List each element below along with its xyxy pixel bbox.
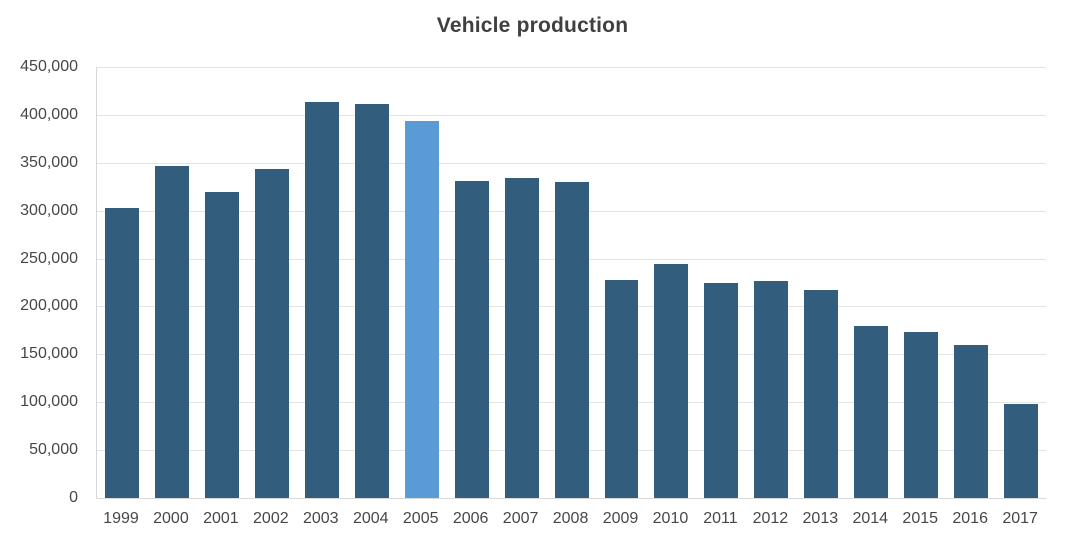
bar-slot-2001 [197, 67, 247, 498]
x-tick-label-2003: 2003 [302, 510, 339, 527]
x-tick-label-2010: 2010 [652, 510, 689, 527]
bar-slot-2008 [547, 67, 597, 498]
y-tick-label-250000: 250,000 [20, 249, 78, 267]
bar-2016[interactable] [954, 344, 989, 498]
bar-slot-2010 [646, 67, 696, 498]
x-tick-label-2002: 2002 [253, 510, 289, 527]
bar-2010[interactable] [654, 264, 689, 498]
bar-2001[interactable] [204, 191, 239, 498]
bar-2017[interactable] [1004, 404, 1039, 498]
x-tick-label-2011: 2011 [703, 510, 738, 527]
bar-2008[interactable] [554, 181, 589, 498]
bar-slot-2013 [796, 67, 846, 498]
y-tick-label-300000: 300,000 [20, 201, 78, 219]
bar-2000[interactable] [154, 165, 189, 498]
y-axis-labels: 0 50,000 100,000 150,000 200,000 250,000 300,0… [0, 59, 78, 506]
x-tick-label-2005: 2005 [402, 510, 439, 527]
bar-slot-2016 [946, 67, 996, 498]
bar-slot-2017 [996, 67, 1046, 498]
x-tick-label-2000: 2000 [153, 510, 189, 527]
bar-1999[interactable] [105, 207, 139, 498]
bar-slot-2011 [696, 67, 746, 498]
bar-slot-2015 [896, 67, 946, 498]
y-tick-label-50000: 50,000 [29, 441, 78, 459]
bar-slot-2005 [397, 67, 447, 498]
bar-2013[interactable] [804, 290, 839, 498]
bar-2003[interactable] [304, 102, 339, 498]
x-tick-label-2004: 2004 [352, 510, 389, 527]
bar-2005[interactable] [404, 120, 439, 498]
bar-slot-1999 [97, 67, 147, 498]
bar-2002[interactable] [254, 168, 289, 498]
x-tick-label-2014: 2014 [852, 510, 889, 527]
x-tick-label-2007: 2007 [502, 510, 539, 527]
x-tick-label-2017: 2017 [1002, 510, 1038, 527]
y-tick-label-0: 0 [69, 489, 78, 506]
y-tick-label-100000: 100,000 [20, 393, 78, 411]
chart-title: Vehicle production [436, 14, 629, 37]
x-tick-label-2008: 2008 [552, 510, 589, 527]
x-tick-label-2001: 2001 [203, 510, 239, 527]
x-tick-label-2006: 2006 [452, 510, 489, 527]
bar-slot-2002 [247, 67, 297, 498]
bar-slot-2007 [497, 67, 547, 498]
bar-2011[interactable] [704, 283, 739, 498]
y-tick-label-450000: 450,000 [20, 58, 78, 75]
y-tick-label-400000: 400,000 [20, 105, 78, 123]
bar-slot-2012 [746, 67, 796, 498]
bar-2012[interactable] [754, 280, 789, 498]
x-tick-label-2016: 2016 [952, 510, 988, 527]
grid-line-350000 [97, 162, 1046, 164]
x-tick-label-2015: 2015 [902, 510, 939, 527]
grid-line-450000 [97, 67, 1046, 68]
bars-container [97, 67, 1046, 498]
x-tick-label-1999: 1999 [103, 510, 139, 527]
bar-slot-2003 [297, 67, 347, 498]
bar-2009[interactable] [604, 279, 639, 498]
y-tick-label-150000: 150,000 [20, 345, 78, 363]
bar-slot-2000 [147, 67, 197, 498]
bar-2004[interactable] [354, 104, 389, 498]
bar-slot-2004 [347, 67, 397, 498]
plot-area [96, 67, 1046, 499]
bar-2015[interactable] [904, 332, 939, 498]
x-axis-labels: 1999 2000 2001 2002 2003 2004 2005 2006 2007 2008… [96, 510, 1045, 528]
bar-2014[interactable] [854, 325, 889, 498]
x-tick-label-2009: 2009 [602, 510, 639, 527]
x-tick-label-2013: 2013 [802, 510, 839, 527]
bar-2007[interactable] [504, 178, 539, 498]
bar-slot-2006 [447, 67, 497, 498]
bar-slot-2009 [597, 67, 647, 498]
grid-line-400000 [97, 114, 1046, 116]
y-tick-label-200000: 200,000 [20, 297, 78, 315]
x-tick-label-2012: 2012 [752, 510, 789, 527]
y-tick-label-350000: 350,000 [20, 153, 78, 171]
bar-slot-2014 [846, 67, 896, 498]
bar-2006[interactable] [454, 180, 489, 498]
